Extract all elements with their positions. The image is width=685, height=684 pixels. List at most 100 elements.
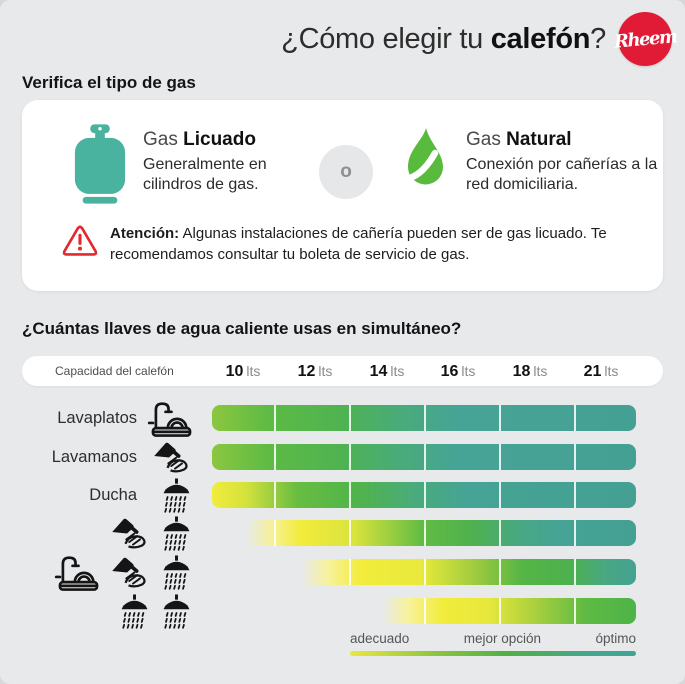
handwash-icon [109, 554, 151, 591]
capacity-column-18-lts: 18 lts [512, 363, 548, 380]
handwash-icon [109, 515, 151, 552]
capacity-bar [212, 444, 636, 470]
capacity-column-16-lts: 16 lts [440, 363, 476, 380]
row-icons [147, 399, 193, 438]
gas-licuado-name-prefix: Gas [143, 129, 184, 150]
bar-segment-divider [499, 482, 501, 508]
warning-text: Atención: Algunas instalaciones de cañer… [110, 224, 645, 265]
legend-labels: adecuado mejor opción óptimo [350, 631, 636, 646]
capacity-header-label: Capacidad del calefón [55, 364, 174, 378]
flame-icon [399, 123, 451, 200]
gas-natural-option: Gas Natural Conexión por cañerías a la r… [399, 123, 671, 200]
capacity-column-14-lts: 14 lts [369, 363, 405, 380]
legend-label-adecuado: adecuado [350, 631, 410, 646]
capacity-bar [301, 559, 636, 585]
gas-options-row: Gas Licuado Generalmente en cilindros de… [22, 100, 663, 210]
chart-row-combo-5 [0, 553, 685, 592]
bar-segment-divider [273, 520, 276, 546]
shower-icon [160, 554, 193, 591]
bar-segment-divider [499, 405, 501, 431]
gas-natural-name-bold: Natural [506, 129, 572, 150]
capacity-bar [381, 598, 636, 624]
capacity-column-12-lts: 12 lts [297, 363, 333, 380]
chart-row-combo-6 [0, 592, 685, 631]
bar-segment-divider [274, 482, 276, 508]
bar-segment-divider [498, 598, 501, 624]
bar-segment-divider [573, 598, 576, 624]
bar-segment-divider [574, 444, 576, 470]
row-label: Lavamanos [51, 448, 137, 466]
gas-type-card: Gas Licuado Generalmente en cilindros de… [22, 100, 663, 291]
bar-segment-divider [499, 444, 501, 470]
gas-natural-name-prefix: Gas [466, 129, 507, 150]
bar-segment-divider [349, 444, 351, 470]
warning-label: Atención: [110, 225, 180, 242]
chart-row-ducha: Ducha [0, 476, 685, 515]
row-icons [109, 514, 193, 553]
bar-segment-divider [274, 405, 276, 431]
bar-segment-divider [574, 405, 576, 431]
bar-segment-divider [498, 520, 501, 546]
chart-row-combo-4 [0, 514, 685, 553]
bar-segment-divider [349, 405, 351, 431]
or-divider: o [319, 145, 373, 199]
warning-triangle-icon [62, 224, 98, 262]
bar-segment-divider [423, 598, 426, 624]
row-icons [151, 438, 193, 477]
shower-icon [160, 593, 193, 630]
kitchen-sink-icon [147, 398, 193, 439]
bar-segment-divider [423, 559, 426, 585]
kitchen-sink-icon [54, 552, 100, 593]
bar-segment-divider [573, 520, 576, 546]
gas-natural-description: Conexión por cañerías a la red domicilia… [466, 156, 658, 194]
capacity-column-21-lts: 21 lts [583, 363, 619, 380]
chart-row-lavamanos: Lavamanos [0, 438, 685, 477]
bar-segment-divider [498, 559, 501, 585]
rheem-logo-text: Rheem [612, 25, 678, 53]
capacity-bar [212, 482, 636, 508]
legend-gradient-bar [350, 651, 636, 656]
row-label: Ducha [89, 486, 137, 504]
legend-label-mejor-opcion: mejor opción [463, 631, 542, 646]
bar-segment-divider [274, 444, 276, 470]
row-icons [160, 476, 193, 515]
capacity-bar [212, 405, 636, 431]
warning-note: Atención: Algunas instalaciones de cañer… [22, 210, 663, 265]
gas-natural-text: Gas Natural Conexión por cañerías a la r… [466, 129, 671, 196]
row-icons [118, 592, 193, 631]
gas-licuado-option: Gas Licuado Generalmente en cilindros de… [72, 123, 305, 210]
bar-segment-divider [424, 444, 426, 470]
gas-licuado-name-bold: Licuado [183, 129, 256, 150]
gas-cylinder-icon [72, 123, 128, 210]
chart-row-lavaplatos: Lavaplatos [0, 399, 685, 438]
gas-licuado-description: Generalmente en cilindros de gas. [143, 156, 267, 194]
bar-segment-divider [424, 482, 426, 508]
legend-label-optimo: óptimo [595, 631, 636, 646]
header: ¿Cómo elegir tu calefón? Rheem [0, 12, 677, 66]
bar-segment-divider [424, 405, 426, 431]
capacity-column-10-lts: 10 lts [225, 363, 261, 380]
shower-icon [118, 593, 151, 630]
bar-segment-divider [573, 559, 576, 585]
rheem-logo: Rheem [613, 12, 677, 66]
handwash-icon [151, 439, 193, 476]
page-title: ¿Cómo elegir tu calefón? [281, 23, 606, 56]
gas-licuado-text: Gas Licuado Generalmente en cilindros de… [143, 129, 305, 196]
bar-segment-divider [348, 520, 351, 546]
title-bold: calefón [490, 22, 591, 55]
warning-body: Algunas instalaciones de cañería pueden … [110, 225, 611, 263]
gas-licuado-name: Gas Licuado [143, 129, 305, 151]
row-label: Lavaplatos [57, 409, 137, 427]
shower-icon [160, 515, 193, 552]
gas-natural-name: Gas Natural [466, 129, 671, 151]
shower-icon [160, 477, 193, 514]
row-icons [54, 553, 193, 592]
bar-segment-divider [574, 482, 576, 508]
title-prefix: ¿Cómo elegir tu [281, 22, 491, 55]
bar-segment-divider [423, 520, 426, 546]
bar-segment-divider [349, 482, 351, 508]
gas-section-heading: Verifica el tipo de gas [22, 73, 196, 92]
title-suffix: ? [590, 22, 606, 55]
capacity-bar [245, 520, 636, 546]
